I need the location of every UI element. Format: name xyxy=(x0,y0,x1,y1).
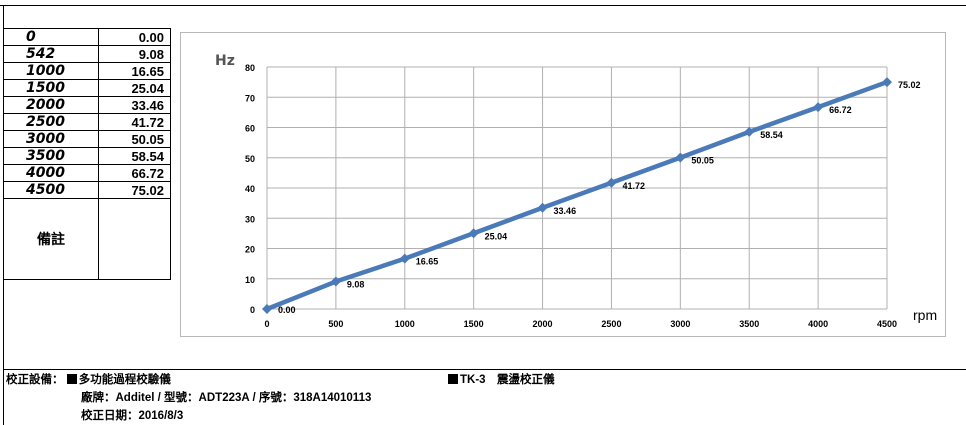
hz-cell: 33.46 xyxy=(98,96,171,114)
data-label: 41.72 xyxy=(622,181,645,191)
hz-cell: 50.05 xyxy=(98,130,171,148)
y-axis-title: Hz xyxy=(215,53,235,69)
data-point xyxy=(468,228,479,239)
rpm-cell: 4500 xyxy=(3,181,99,199)
data-point xyxy=(262,304,272,314)
hz-cell: 9.08 xyxy=(98,45,171,63)
date-line: 校正日期：2016/8/3 xyxy=(81,410,184,422)
rpm-cell: 2500 xyxy=(3,113,99,131)
hz-cell: 75.02 xyxy=(98,181,171,199)
x-tick-label: 500 xyxy=(328,319,343,329)
table-row: 0 0.00 xyxy=(3,28,171,46)
y-tick-label: 10 xyxy=(245,275,255,285)
data-point xyxy=(606,177,617,188)
table-row: 4500 75.02 xyxy=(3,181,171,199)
x-tick-label: 3500 xyxy=(739,319,759,329)
y-tick-label: 20 xyxy=(245,245,255,255)
data-label: 9.08 xyxy=(347,280,365,290)
rpm-cell: 1000 xyxy=(3,62,99,80)
brand-line: 廠牌：Additel / 型號：ADT223A / 序號：318A1401011… xyxy=(81,392,372,404)
x-tick-label: 4000 xyxy=(808,319,828,329)
note-value xyxy=(98,198,171,280)
table-row: 4000 66.72 xyxy=(3,164,171,182)
y-tick-label: 80 xyxy=(245,63,255,73)
x-tick-label: 2000 xyxy=(533,319,553,329)
rpm-cell: 3000 xyxy=(3,130,99,148)
equipment-row: 校正設備： 多功能過程校驗儀 xyxy=(6,372,171,388)
rpm-cell: 2000 xyxy=(3,96,99,114)
data-label: 58.54 xyxy=(760,130,783,140)
x-tick-label: 4500 xyxy=(877,319,897,329)
hz-cell: 25.04 xyxy=(98,79,171,97)
table-row: 2500 41.72 xyxy=(3,113,171,131)
x-tick-label: 1500 xyxy=(464,319,484,329)
rpm-cell: 4000 xyxy=(3,164,99,182)
data-point xyxy=(813,102,824,113)
series-line xyxy=(266,79,888,312)
y-tick-label: 40 xyxy=(245,184,255,194)
table-row: 3500 58.54 xyxy=(3,147,171,165)
data-label: 0.00 xyxy=(278,305,296,315)
data-point xyxy=(675,152,686,163)
checkbox-checked-icon xyxy=(448,374,458,384)
data-label: 75.02 xyxy=(898,80,921,90)
rpm-cell: 0 xyxy=(3,28,99,46)
hz-cell: 58.54 xyxy=(98,147,171,165)
data-label: 16.65 xyxy=(416,257,439,267)
equipment-1: 多功能過程校驗儀 xyxy=(78,374,171,386)
y-tick-label: 60 xyxy=(245,124,255,134)
hz-cell: 41.72 xyxy=(98,113,171,131)
x-tick-label: 2500 xyxy=(601,319,621,329)
hz-cell: 66.72 xyxy=(98,164,171,182)
rpm-cell: 3500 xyxy=(3,147,99,165)
checkbox-checked-icon xyxy=(66,374,77,384)
y-tick-label: 50 xyxy=(245,154,255,164)
section-divider xyxy=(3,369,966,370)
data-label: 66.72 xyxy=(829,105,852,115)
calibration-table: 0 0.00 542 9.08 1000 16.65 1500 25.04 2000 33.46 2… xyxy=(3,28,171,280)
data-label: 33.46 xyxy=(554,206,577,216)
x-tick-label: 1000 xyxy=(395,319,415,329)
data-point xyxy=(882,77,892,88)
equipment-2: TK-3 震盪校正儀 xyxy=(460,374,555,386)
table-row: 1500 25.04 xyxy=(3,79,171,97)
note-label: 備註 xyxy=(3,198,99,280)
chart-area: 0 10 20 30 40 50 60 70 80 0 500 1000 1500 2000 2500 300… xyxy=(180,32,946,337)
x-axis-title: rpm xyxy=(913,307,937,323)
hz-cell: 16.65 xyxy=(98,62,171,80)
rpm-cell: 1500 xyxy=(3,79,99,97)
table-row: 1000 16.65 xyxy=(3,62,171,80)
calibration-table-body: 0 0.00 542 9.08 1000 16.65 1500 25.04 2000 33.46 2… xyxy=(3,28,171,280)
table-row: 2000 33.46 xyxy=(3,96,171,114)
hz-cell: 0.00 xyxy=(98,28,171,46)
note-row: 備註 xyxy=(3,198,171,280)
x-tick-label: 3000 xyxy=(670,319,690,329)
top-border xyxy=(0,5,966,6)
table-row: 3000 50.05 xyxy=(3,130,171,148)
y-tick-label: 0 xyxy=(250,305,255,315)
data-point xyxy=(537,202,548,213)
y-tick-label: 30 xyxy=(245,214,255,224)
equipment-row-2: TK-3 震盪校正儀 xyxy=(448,372,555,388)
data-label: 50.05 xyxy=(691,156,714,166)
table-row: 542 9.08 xyxy=(3,45,171,63)
line-chart: 0 10 20 30 40 50 60 70 80 0 500 1000 1500 2000 2500 300… xyxy=(215,53,937,329)
x-tick-label: 0 xyxy=(264,319,269,329)
data-point xyxy=(330,276,341,287)
y-tick-label: 70 xyxy=(245,93,255,103)
equipment-label: 校正設備： xyxy=(6,374,64,386)
data-label: 25.04 xyxy=(485,231,508,241)
data-point xyxy=(744,126,755,137)
rpm-cell: 542 xyxy=(3,45,99,63)
